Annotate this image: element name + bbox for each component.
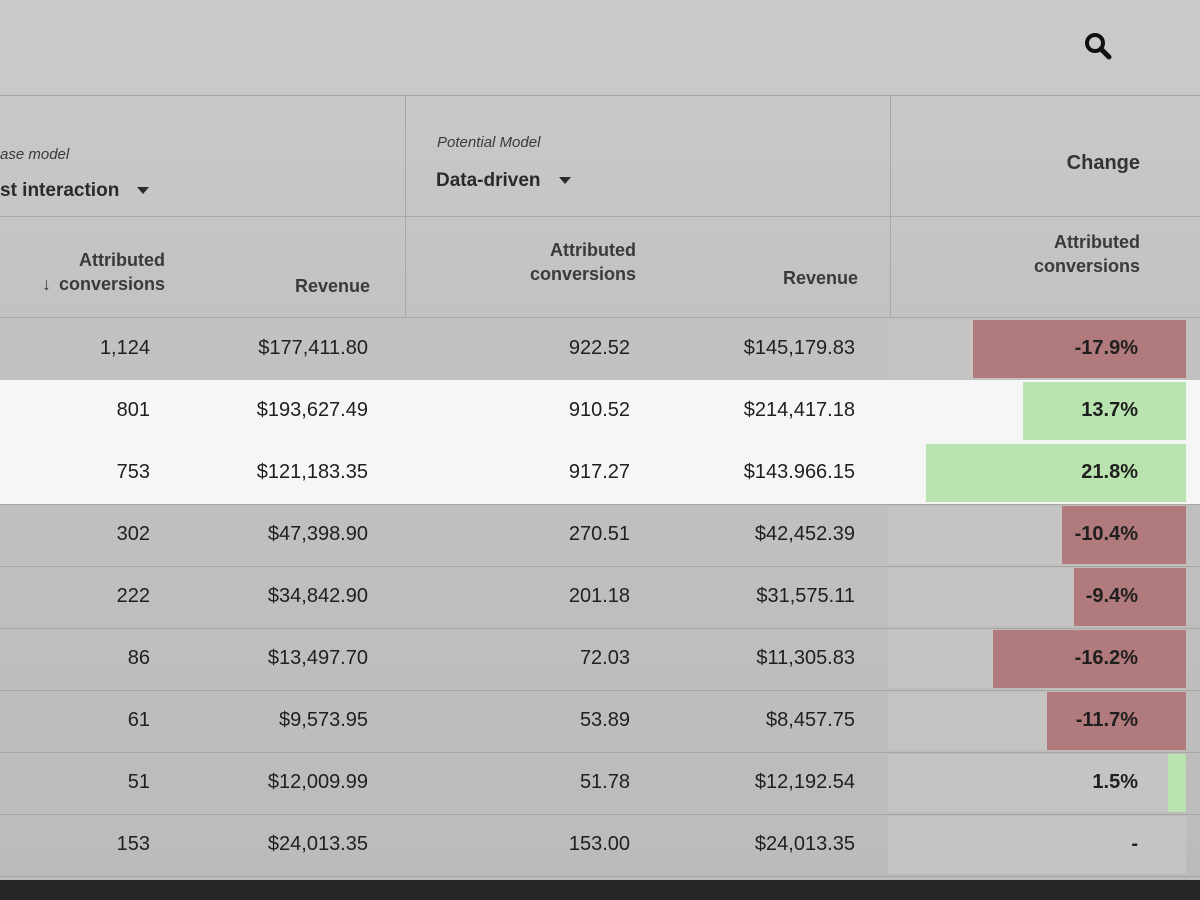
potential-model-dropdown[interactable]: Data-driven: [436, 170, 571, 192]
potential-revenue-cell: $8,457.75: [766, 709, 855, 731]
column-divider: [890, 96, 891, 318]
sort-down-icon: ↓: [41, 274, 51, 294]
change-bar: [1073, 568, 1186, 626]
change-bar: [1168, 754, 1186, 812]
change-bar: [1022, 382, 1186, 440]
potential-conversions-cell: 922.52: [568, 337, 630, 359]
base-conversions-cell: 222: [116, 585, 150, 607]
change-bar: [992, 630, 1186, 688]
header-line: conversions: [1033, 256, 1140, 276]
column-header-row: [0, 217, 1200, 318]
potential-revenue-cell: $42,452.39: [754, 523, 855, 545]
potential-revenue-cell: $24,013.35: [754, 833, 855, 855]
base-revenue-cell: $177,411.80: [258, 337, 368, 359]
search-icon: [1085, 33, 1112, 60]
base-conversions-cell: 61: [127, 709, 150, 731]
chevron-down-icon: [558, 177, 571, 185]
change-value-cell: -16.2%: [1074, 647, 1138, 669]
base-revenue-cell: $47,398.90: [267, 523, 368, 545]
screen-bezel: [0, 880, 1200, 900]
header-line: Attributed: [1054, 232, 1140, 252]
potential-revenue-cell: $214,417.18: [743, 399, 855, 421]
change-value-cell: 21.8%: [1081, 461, 1138, 483]
potential-revenue-cell: $11,305.83: [756, 647, 855, 669]
potential-conversions-cell: 51.78: [579, 771, 630, 793]
change-value-cell: 1.5%: [1092, 771, 1138, 793]
base-conversions-cell: 51: [127, 771, 150, 793]
chevron-down-icon: [137, 187, 150, 195]
base-conversions-header[interactable]: Attributed ↓ conversions: [0, 248, 165, 296]
change-value-cell: -17.9%: [1074, 337, 1138, 359]
base-conversions-cell: 801: [116, 399, 150, 421]
change-value-cell: -: [1131, 833, 1138, 855]
base-model-label: ase model: [0, 146, 70, 163]
potential-model-label: Potential Model: [437, 134, 541, 151]
potential-conversions-cell: 53.89: [579, 709, 630, 731]
table-row[interactable]: 1,124 $177,411.80 922.52 $145,179.83 -17.9%: [0, 318, 1200, 381]
table-row[interactable]: 222 $34,842.90 201.18 $31,575.11 -9.4%: [0, 566, 1200, 629]
header-line: Attributed: [79, 250, 165, 270]
base-revenue-cell: $24,013.35: [267, 833, 368, 855]
potential-conversions-cell: 917.27: [568, 461, 630, 483]
change-bar-track: [888, 754, 1186, 812]
change-bar: [1046, 692, 1186, 750]
table-row[interactable]: 61 $9,573.95 53.89 $8,457.75 -11.7%: [0, 690, 1200, 753]
potential-conversions-cell: 270.51: [568, 523, 630, 545]
base-revenue-cell: $12,009.99: [267, 771, 368, 793]
table-row[interactable]: 86 $13,497.70 72.03 $11,305.83 -16.2%: [0, 628, 1200, 691]
base-conversions-cell: 302: [116, 523, 150, 545]
model-header-row: [0, 96, 1200, 217]
toolbar: [0, 0, 1200, 96]
change-conversions-header[interactable]: Attributed conversions: [980, 230, 1140, 278]
change-value-cell: -10.4%: [1074, 523, 1138, 545]
potential-conversions-cell: 910.52: [568, 399, 630, 421]
potential-conversions-header[interactable]: Attributed conversions: [480, 238, 636, 286]
change-value-cell: -9.4%: [1085, 585, 1138, 607]
attribution-model-comparison-screen: ase model st interaction Potential Model…: [0, 0, 1200, 880]
potential-conversions-cell: 72.03: [579, 647, 630, 669]
column-divider: [405, 96, 406, 318]
change-bar: [926, 444, 1186, 502]
potential-revenue-cell: $12,192.54: [754, 771, 855, 793]
potential-revenue-cell: $31,575.11: [756, 585, 855, 607]
base-conversions-cell: 86: [127, 647, 150, 669]
header-line: Attributed: [550, 240, 636, 260]
base-conversions-cell: 1,124: [99, 337, 150, 359]
base-revenue-cell: $13,497.70: [267, 647, 368, 669]
potential-revenue-cell: $145,179.83: [743, 337, 855, 359]
table-row[interactable]: 753 $121,183.35 917.27 $143.966.15 21.8%: [0, 442, 1200, 505]
change-bar: [1062, 506, 1186, 564]
table-row[interactable]: 51 $12,009.99 51.78 $12,192.54 1.5%: [0, 752, 1200, 815]
base-conversions-cell: 753: [116, 461, 150, 483]
potential-conversions-cell: 201.18: [568, 585, 630, 607]
base-model-value: st interaction: [0, 180, 120, 201]
table-row[interactable]: 801 $193,627.49 910.52 $214,417.18 13.7%: [0, 380, 1200, 443]
potential-revenue-cell: $143.966.15: [743, 461, 855, 483]
change-value-cell: 13.7%: [1081, 399, 1138, 421]
header-text: conversions: [58, 274, 165, 294]
table-row[interactable]: 153 $24,013.35 153.00 $24,013.35 -: [0, 814, 1200, 877]
base-revenue-cell: $193,627.49: [256, 399, 368, 421]
potential-conversions-cell: 153.00: [568, 833, 630, 855]
base-revenue-cell: $9,573.95: [279, 709, 368, 731]
base-conversions-cell: 153: [116, 833, 150, 855]
base-revenue-cell: $121,183.35: [256, 461, 368, 483]
potential-model-value: Data-driven: [436, 170, 541, 191]
potential-revenue-header[interactable]: Revenue: [782, 268, 858, 288]
change-bar-track: [888, 816, 1186, 874]
change-value-cell: -11.7%: [1075, 709, 1138, 731]
base-revenue-header[interactable]: Revenue: [294, 276, 370, 296]
header-line: conversions: [529, 264, 636, 284]
header-line: ↓ conversions: [0, 272, 165, 296]
search-button[interactable]: [1078, 26, 1118, 66]
table-row[interactable]: 302 $47,398.90 270.51 $42,452.39 -10.4%: [0, 504, 1200, 567]
base-revenue-cell: $34,842.90: [267, 585, 368, 607]
base-model-dropdown[interactable]: st interaction: [0, 180, 150, 202]
change-header: Change: [1066, 152, 1140, 174]
change-bar: [972, 320, 1186, 378]
